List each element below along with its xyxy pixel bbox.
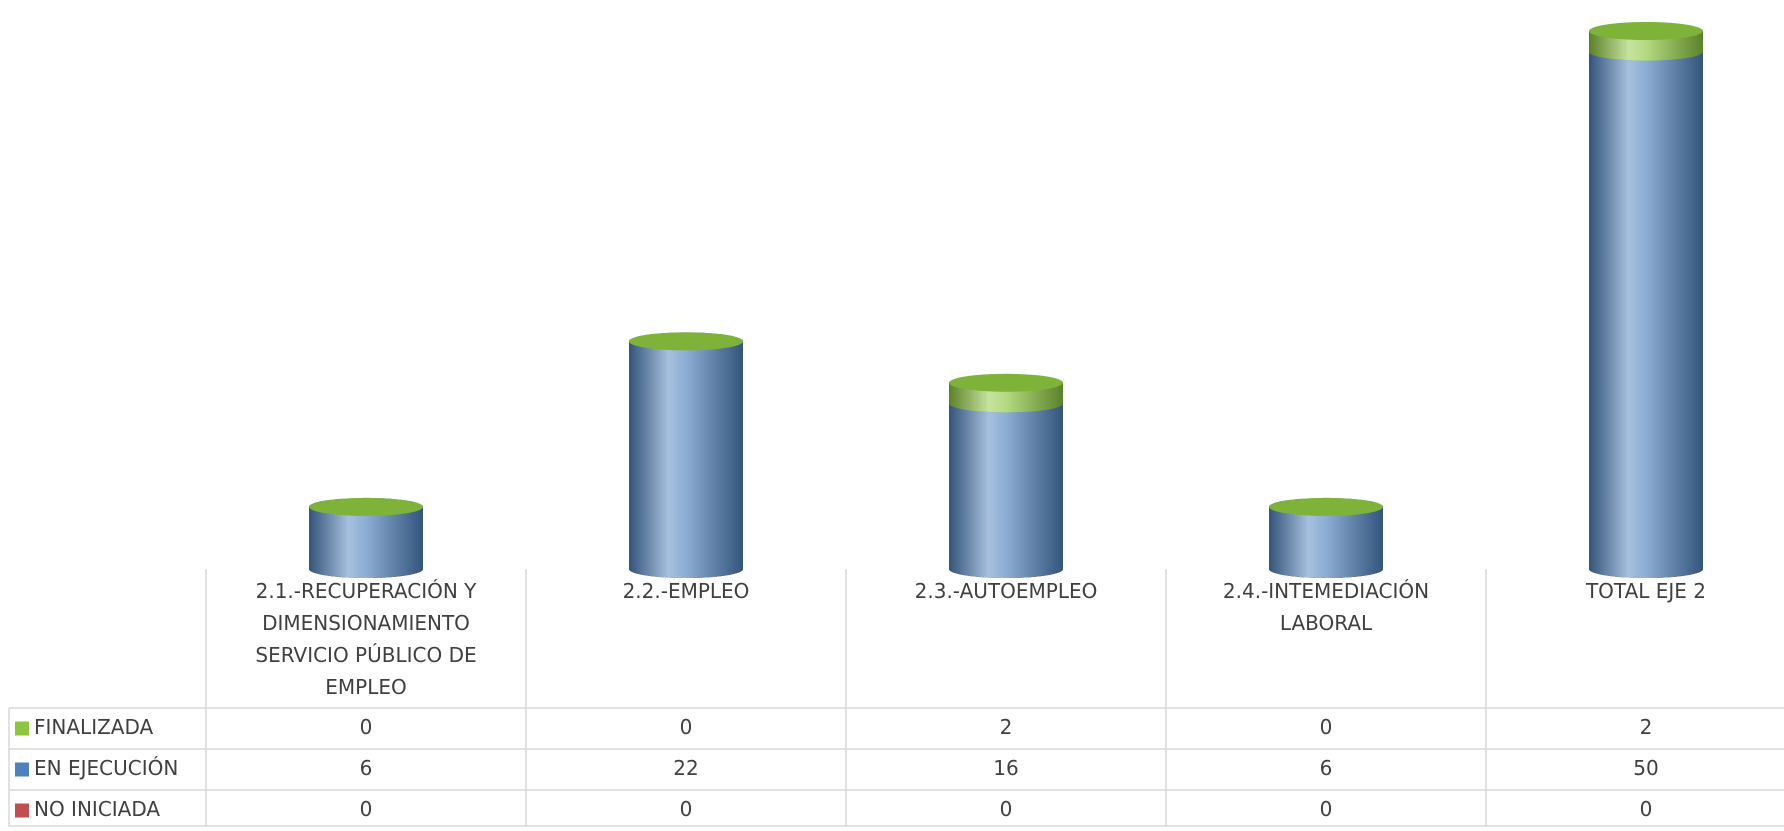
category-cell: 2.3.-AUTOEMPLEO	[914, 579, 1098, 603]
x-tick-label: TOTAL EJE 2	[1585, 579, 1707, 603]
legend-label: FINALIZADA	[34, 715, 154, 739]
category-cell: 2.2.-EMPLEO	[622, 579, 750, 603]
data-label: 50	[1633, 756, 1658, 780]
data-label: 0	[1640, 797, 1653, 821]
data-label: 0	[680, 715, 693, 739]
data-label: 22	[673, 756, 698, 780]
cylinder-top	[1589, 22, 1703, 40]
category-cell: 2.4.-INTEMEDIACIÓN LABORAL	[1222, 579, 1430, 635]
data-label: 16	[993, 756, 1018, 780]
cylinder-body	[629, 341, 743, 569]
data-label: 0	[1320, 715, 1333, 739]
cylinder-top	[949, 373, 1063, 392]
data-label: 0	[1320, 797, 1333, 821]
x-tick-label: 2.4.-INTEMEDIACIÓN LABORAL	[1222, 579, 1430, 635]
data-label: 0	[680, 797, 693, 821]
legend-label: EN EJECUCIÓN	[34, 756, 178, 780]
cylinder-top	[1269, 497, 1383, 516]
cylinder-body	[1269, 506, 1383, 569]
x-tick-label: 2.1.-RECUPERACIÓN Y DIMENSIONAMIENTO SER…	[255, 579, 477, 699]
cylinder-body	[309, 506, 423, 569]
category-cell: 2.1.-RECUPERACIÓN Y DIMENSIONAMIENTO SER…	[255, 579, 477, 699]
data-label: 6	[1320, 756, 1333, 780]
legend-swatch	[15, 762, 29, 777]
x-tick-label: 2.2.-EMPLEO	[622, 579, 750, 603]
data-label: 2	[1640, 715, 1653, 739]
cylinder-top	[309, 497, 423, 516]
data-label: 0	[360, 715, 373, 739]
legend-label: NO INICIADA	[34, 797, 160, 821]
legend-swatch	[15, 803, 29, 818]
cylinder-top	[629, 332, 743, 351]
legend-swatch	[15, 721, 29, 736]
x-tick-label: 2.3.-AUTOEMPLEO	[914, 579, 1098, 603]
data-label: 0	[1000, 797, 1013, 821]
cylinder-body	[949, 403, 1063, 569]
cylinder-body	[1589, 51, 1703, 569]
data-label: 0	[360, 797, 373, 821]
data-label: 2	[1000, 715, 1013, 739]
category-cell: TOTAL EJE 2	[1585, 579, 1707, 603]
data-label: 6	[360, 756, 373, 780]
